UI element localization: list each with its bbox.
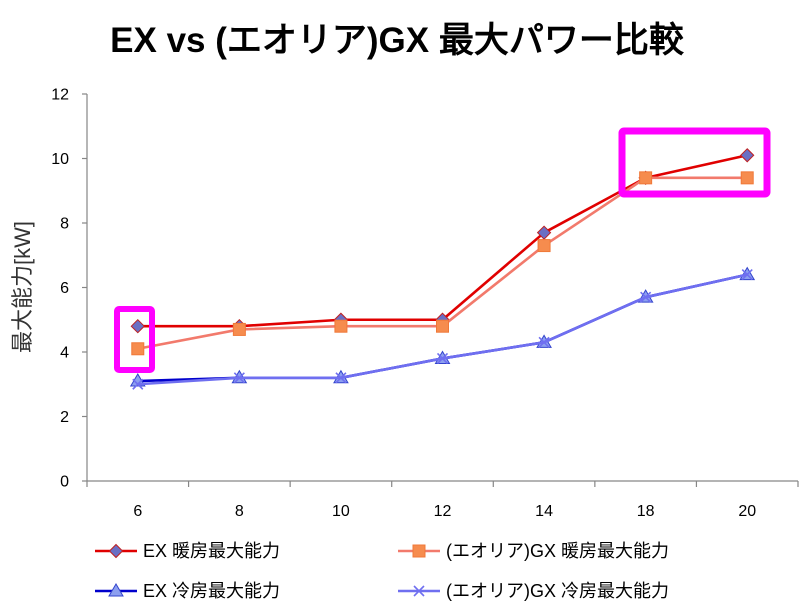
x-marker-stroke — [436, 352, 449, 365]
legend-label: EX 暖房最大能力 — [143, 541, 280, 561]
series-2-marker — [131, 342, 145, 356]
x-tick-label: 14 — [535, 503, 553, 520]
plot-area — [129, 148, 756, 390]
series-2-marker — [334, 319, 348, 333]
y-tick-label: 6 — [60, 280, 69, 297]
series-2-marker — [436, 319, 449, 333]
series-2-marker — [232, 322, 246, 336]
legend-item: EX 冷房最大能力 — [95, 581, 280, 601]
x-marker-stroke — [538, 336, 550, 348]
series-1-marker — [740, 148, 755, 163]
series-4-marker — [640, 291, 652, 303]
x-tick-label: 20 — [738, 503, 756, 520]
highlight-box-left — [114, 306, 155, 373]
highlight-boxes — [114, 127, 771, 373]
y-tick-label: 12 — [51, 87, 69, 104]
x-tick-label: 12 — [434, 503, 452, 520]
y-axis-title: 最大能力[kW] — [10, 221, 35, 353]
series-2-marker — [740, 171, 754, 185]
series-2-marker — [639, 171, 653, 185]
series-4-marker — [335, 372, 347, 384]
series-4 — [132, 269, 753, 390]
axes: 0 2 4 6 8 10 12 6 8 10 12 14 18 20 — [51, 87, 799, 520]
x-marker-stroke — [233, 372, 245, 384]
series-4-marker — [132, 378, 144, 390]
legend-swatch-marker — [108, 583, 124, 597]
series-4-marker — [538, 336, 550, 348]
chart-title: EX vs (エオリア)GX 最大パワー比較 — [110, 21, 685, 60]
x-tick-label: 6 — [133, 503, 142, 520]
x-marker-stroke — [132, 378, 144, 390]
legend-swatch-marker — [413, 585, 425, 597]
series-2 — [131, 171, 754, 356]
x-marker-stroke — [335, 372, 347, 384]
legend-swatch-marker — [108, 543, 124, 559]
x-tick-label: 18 — [637, 503, 655, 520]
y-tick-label: 0 — [60, 474, 69, 491]
x-tick-label: 10 — [332, 503, 350, 520]
y-tick-label: 2 — [60, 409, 69, 426]
series-4-marker — [741, 269, 753, 281]
highlight-box-right — [618, 127, 771, 198]
y-tick-label: 10 — [51, 151, 69, 168]
y-tick-label: 4 — [60, 345, 69, 362]
legend: EX 暖房最大能力 (エオリア)GX 暖房最大能力 EX 冷房最大能力 (エオリア)G… — [95, 541, 669, 601]
legend-item: EX 暖房最大能力 — [95, 541, 280, 561]
series-4-marker — [436, 352, 449, 365]
legend-label: (エオリア)GX 暖房最大能力 — [446, 541, 669, 561]
legend-swatch-marker — [412, 544, 426, 558]
legend-label: EX 冷房最大能力 — [143, 581, 280, 601]
x-marker-stroke — [413, 585, 425, 597]
legend-item: (エオリア)GX 暖房最大能力 — [398, 541, 669, 561]
x-marker-stroke — [741, 269, 753, 281]
legend-item: (エオリア)GX 冷房最大能力 — [398, 581, 669, 601]
x-tick-label: 8 — [235, 503, 244, 520]
series-2-marker — [537, 239, 551, 253]
series-4-marker — [233, 372, 245, 384]
series-1-marker — [130, 318, 145, 334]
legend-label: (エオリア)GX 冷房最大能力 — [446, 581, 669, 601]
x-marker-stroke — [640, 291, 652, 303]
y-tick-label: 8 — [60, 216, 69, 233]
